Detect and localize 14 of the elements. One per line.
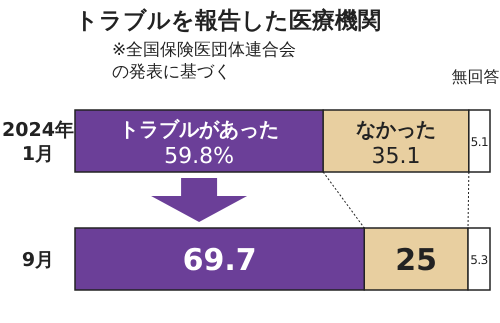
data-label: 59.8% (164, 144, 234, 169)
y-tick-label: 9月 (22, 249, 54, 271)
series-label: 無回答 (451, 67, 500, 86)
data-label: 69.7 (182, 243, 257, 278)
chart-title: トラブルを報告した医療機関 (75, 7, 381, 34)
text: の発表に基づく (112, 62, 231, 82)
series-label: トラブルがあった (119, 117, 280, 141)
data-label: 35.1 (372, 144, 420, 169)
data-label: 5.3 (470, 253, 488, 267)
y-tick-label: 2024年 1月 (2, 119, 74, 165)
text: ※全国保険医団体連合会 (112, 40, 296, 60)
data-label: 25 (395, 243, 438, 278)
data-label: 5.1 (470, 135, 488, 149)
series-label: なかった (356, 117, 436, 141)
